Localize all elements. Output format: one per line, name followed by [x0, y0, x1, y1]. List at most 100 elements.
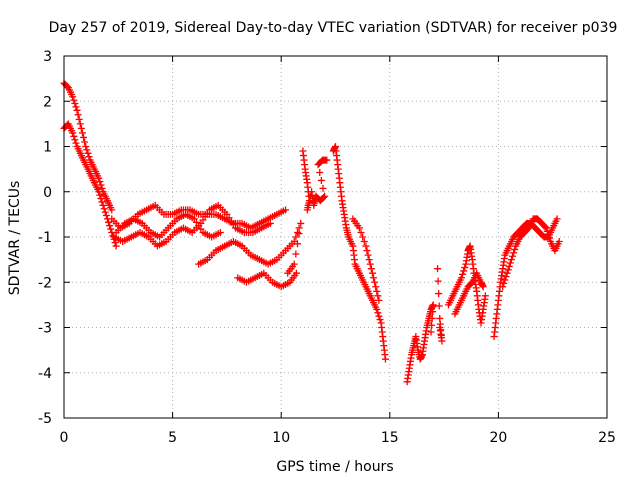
- data-point: [375, 312, 383, 320]
- data-point: [107, 225, 115, 233]
- data-point: [367, 265, 375, 273]
- x-tick-label: 20: [489, 430, 507, 446]
- data-point: [323, 156, 331, 164]
- data-point: [81, 138, 89, 146]
- data-point: [355, 224, 363, 232]
- data-point: [460, 267, 468, 275]
- data-point: [72, 139, 80, 147]
- data-point: [96, 191, 104, 199]
- data-point: [321, 192, 329, 200]
- data-point: [434, 277, 442, 285]
- data-point: [98, 198, 106, 206]
- y-tick-label: -4: [38, 366, 52, 382]
- data-point: [98, 184, 106, 192]
- data-point: [77, 124, 85, 132]
- data-point: [83, 146, 91, 154]
- data-point: [504, 266, 512, 274]
- data-point: [481, 292, 489, 300]
- data-point: [76, 120, 84, 128]
- data-point: [502, 273, 510, 281]
- data-point: [297, 219, 305, 227]
- data-point: [108, 206, 116, 214]
- y-tick-label: 1: [43, 140, 52, 156]
- data-point: [102, 212, 110, 220]
- series-p039-arc-11: [403, 301, 437, 386]
- data-point: [78, 129, 86, 137]
- series-p039-arc-1: [60, 79, 116, 214]
- data-point: [359, 233, 367, 241]
- x-axis-label: GPS time / hours: [276, 459, 393, 475]
- data-point: [429, 301, 437, 309]
- data-point: [266, 219, 274, 227]
- chart-title: Day 257 of 2019, Sidereal Day-to-day VTE…: [49, 20, 618, 36]
- data-point: [74, 111, 82, 119]
- data-point: [435, 290, 443, 298]
- data-point: [70, 132, 78, 140]
- data-point: [544, 231, 552, 239]
- data-point: [293, 228, 301, 236]
- data-point: [319, 184, 327, 192]
- data-point: [541, 223, 549, 231]
- data-point: [292, 233, 300, 241]
- data-point: [506, 259, 514, 267]
- data-point: [509, 252, 517, 260]
- series-p039-arc-10: [349, 215, 383, 304]
- series-p039-arc-16: [499, 215, 563, 291]
- series-p039-arc-8: [299, 147, 331, 214]
- data-point: [111, 239, 119, 247]
- data-point: [365, 256, 373, 264]
- data-point: [69, 93, 77, 101]
- data-point: [374, 309, 382, 317]
- data-point: [80, 133, 88, 141]
- data-point: [501, 276, 509, 284]
- data-point: [282, 206, 290, 214]
- data-point: [70, 96, 78, 104]
- data-point: [373, 305, 381, 313]
- data-point: [457, 274, 465, 282]
- series-p039-arc-7: [234, 269, 300, 291]
- data-point: [357, 228, 365, 236]
- data-points: [60, 79, 563, 386]
- data-point: [366, 260, 374, 268]
- data-point: [99, 201, 107, 209]
- y-tick-label: -2: [38, 275, 52, 291]
- data-point: [95, 174, 103, 182]
- data-point: [511, 245, 519, 253]
- data-point: [71, 100, 79, 108]
- data-point: [371, 278, 379, 286]
- x-tick-label: 25: [598, 430, 616, 446]
- data-point: [374, 292, 382, 300]
- data-point: [505, 262, 513, 270]
- data-point: [428, 314, 436, 322]
- data-point: [429, 308, 437, 316]
- data-point: [381, 355, 389, 363]
- data-point: [101, 208, 109, 216]
- data-point: [427, 328, 435, 336]
- data-point: [293, 240, 301, 248]
- data-point: [72, 103, 80, 111]
- x-tick-label: 15: [381, 430, 399, 446]
- data-point: [500, 279, 508, 287]
- data-point: [360, 238, 368, 246]
- data-point: [106, 222, 114, 230]
- data-point: [375, 296, 383, 304]
- data-point: [112, 242, 120, 250]
- data-point: [553, 215, 561, 223]
- data-point: [368, 269, 376, 277]
- series-p039-arc-9: [329, 143, 389, 363]
- series-p039-arc-12: [434, 265, 446, 345]
- data-point: [363, 247, 371, 255]
- y-tick-label: 2: [43, 94, 52, 110]
- y-tick-label: 3: [43, 49, 52, 65]
- data-point: [316, 169, 324, 177]
- data-point: [320, 193, 328, 201]
- data-point: [292, 269, 300, 277]
- data-point: [71, 136, 79, 144]
- data-point: [75, 115, 83, 123]
- data-point: [292, 250, 300, 258]
- data-point: [555, 238, 563, 246]
- data-point: [479, 283, 487, 291]
- data-point: [543, 227, 551, 235]
- series-p039-arc-14: [451, 269, 487, 318]
